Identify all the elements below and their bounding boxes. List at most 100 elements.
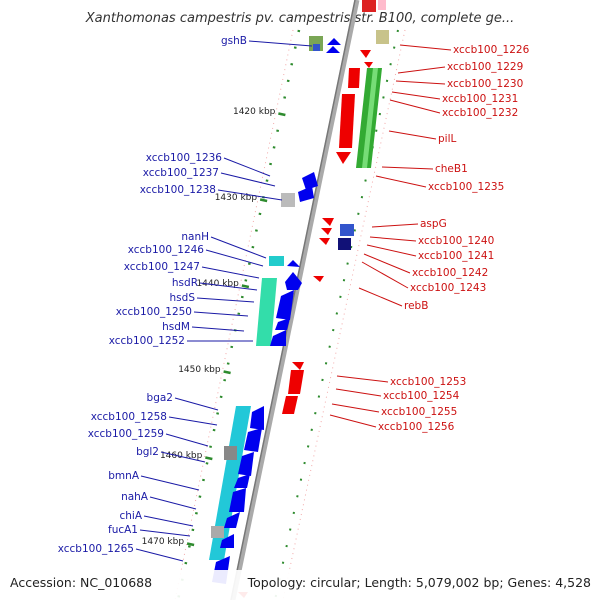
reverse-gene-arrow (322, 218, 334, 226)
right-gene-label[interactable]: xccb100_1230 (447, 78, 523, 90)
left-gene-label[interactable]: hsdR (172, 277, 198, 289)
reverse-gene-block (339, 94, 355, 148)
left-label-connector (174, 397, 219, 411)
gene-block (378, 0, 386, 10)
right-gene-label[interactable]: xccb100_1255 (381, 406, 457, 418)
right-gene-label[interactable]: xccb100_1231 (442, 93, 518, 105)
genome-backbone (230, 0, 360, 600)
left-label-connector (165, 433, 209, 447)
left-gene-label[interactable]: nanH (181, 231, 209, 243)
map-title: Xanthomonas campestris pv. campestris st… (85, 11, 515, 26)
right-label-connector (358, 287, 403, 307)
left-gene-label[interactable]: xccb100_1258 (91, 411, 167, 423)
left-label-connector (196, 297, 255, 303)
left-gene-label[interactable]: xccb100_1252 (109, 335, 185, 347)
forward-gene-arrow (220, 534, 234, 548)
right-gene-label[interactable]: xccb100_1241 (418, 250, 494, 262)
left-gene-label[interactable]: xccb100_1238 (140, 184, 216, 196)
left-gene-label[interactable]: hsdM (162, 321, 190, 333)
left-label-connector (223, 157, 271, 177)
reverse-gene-arrow (292, 362, 304, 370)
left-label-connector (168, 416, 218, 426)
reverse-gene-arrow (319, 238, 330, 245)
right-gene-label[interactable]: aspG (420, 218, 447, 230)
gene-block-hsd (256, 278, 277, 346)
left-gene-label[interactable]: chiA (119, 510, 142, 522)
left-label-connector (201, 266, 260, 279)
left-gene-label[interactable]: xccb100_1259 (88, 428, 164, 440)
gene-block (281, 193, 295, 207)
left-label-connector (149, 496, 197, 510)
reverse-gene-block (288, 370, 304, 394)
reverse-gene-arrow (360, 50, 371, 58)
left-label-connector (248, 40, 313, 47)
left-label-connector (143, 515, 194, 527)
forward-gene-arrow (244, 428, 262, 452)
kbp-tick (259, 198, 268, 203)
kbp-label: 1450 kbp (178, 365, 221, 375)
forward-gene-arrow (238, 452, 254, 476)
left-gene-label[interactable]: bga2 (147, 392, 173, 404)
gene-block (362, 0, 376, 12)
left-label-connector (193, 311, 249, 317)
right-gene-label[interactable]: xccb100_1242 (412, 267, 488, 279)
kbp-tick (278, 112, 286, 117)
right-gene-label[interactable]: xccb100_1243 (410, 282, 486, 294)
reverse-gene-arrow (313, 276, 324, 282)
left-label-connector (191, 326, 245, 332)
kbp-label: 1420 kbp (233, 107, 276, 117)
forward-gene-arrow (302, 172, 318, 190)
left-gene-label[interactable]: fucA1 (108, 524, 138, 536)
left-gene-label[interactable]: xccb100_1246 (128, 244, 205, 256)
right-gene-label[interactable]: xccb100_1254 (383, 390, 460, 402)
gene-block (313, 44, 320, 51)
left-label-connector (160, 451, 206, 463)
left-gene-label[interactable]: xccb100_1237 (143, 167, 219, 179)
kbp-label: 1430 kbp (215, 193, 258, 203)
left-label-connector (205, 249, 264, 267)
left-gene-label[interactable]: bmnA (108, 470, 140, 482)
gc-skew-trace-left (174, 29, 294, 600)
kbp-tick (205, 456, 213, 461)
left-gene-label[interactable]: xccb100_1236 (146, 152, 223, 164)
left-gene-label[interactable]: nahA (121, 491, 149, 503)
right-gene-label[interactable]: xccb100_1240 (418, 235, 494, 247)
right-label-connector (395, 80, 446, 85)
right-gene-label[interactable]: pilL (438, 133, 456, 145)
left-gene-label[interactable]: hsdS (170, 292, 196, 304)
right-label-connector (361, 261, 409, 289)
right-gene-label[interactable]: xccb100_1256 (378, 421, 455, 433)
left-gene-label[interactable]: xccb100_1247 (124, 261, 200, 273)
forward-gene-arrow (250, 406, 264, 430)
right-gene-label[interactable]: cheB1 (435, 163, 468, 175)
left-gene-label[interactable]: xccb100_1250 (116, 306, 192, 318)
kbp-label: 1440 kbp (196, 279, 239, 289)
left-label-connector (139, 529, 191, 537)
forward-gene-arrow (285, 272, 302, 290)
left-label-connector (217, 189, 283, 201)
right-label-connector (381, 166, 434, 170)
right-label-connector (331, 403, 380, 413)
right-gene-label[interactable]: xccb100_1235 (428, 181, 504, 193)
reverse-gene-arrow (321, 228, 332, 235)
gene-block (211, 526, 224, 538)
left-gene-label[interactable]: bgl2 (136, 446, 159, 458)
right-label-connector (329, 414, 377, 428)
kbp-tick (241, 284, 250, 289)
gene-block (269, 256, 284, 266)
right-gene-label[interactable]: xccb100_1229 (447, 61, 523, 73)
left-gene-label[interactable]: xccb100_1265 (58, 543, 134, 555)
right-label-connector (399, 44, 452, 51)
right-gene-label[interactable]: rebB (404, 300, 428, 312)
left-label-connector (210, 236, 267, 259)
gene-features (209, 0, 389, 598)
right-gene-label[interactable]: xccb100_1226 (453, 44, 530, 56)
right-gene-label[interactable]: xccb100_1253 (390, 376, 466, 388)
forward-gene-arrow (326, 46, 340, 53)
reverse-gene-block (348, 68, 360, 88)
forward-gene-arrow (224, 512, 240, 528)
kbp-tick (186, 542, 195, 547)
left-gene-label[interactable]: gshB (221, 35, 247, 47)
right-gene-label[interactable]: xccb100_1232 (442, 107, 518, 119)
